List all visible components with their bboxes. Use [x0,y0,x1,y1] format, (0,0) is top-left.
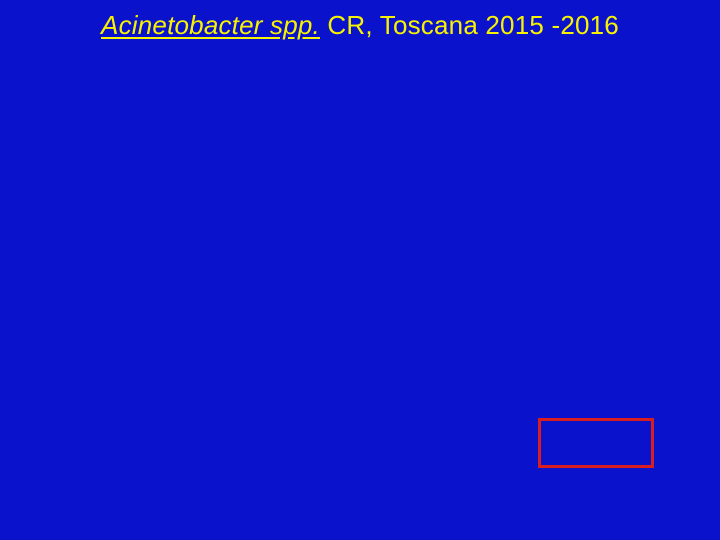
slide-title: Acinetobacter spp. CR, Toscana 2015 -201… [0,10,720,41]
title-italic-part: Acinetobacter spp. [101,10,320,40]
title-rest: CR, Toscana 2015 -2016 [320,10,619,40]
slide: Acinetobacter spp. CR, Toscana 2015 -201… [0,0,720,540]
highlight-rectangle [538,418,654,468]
